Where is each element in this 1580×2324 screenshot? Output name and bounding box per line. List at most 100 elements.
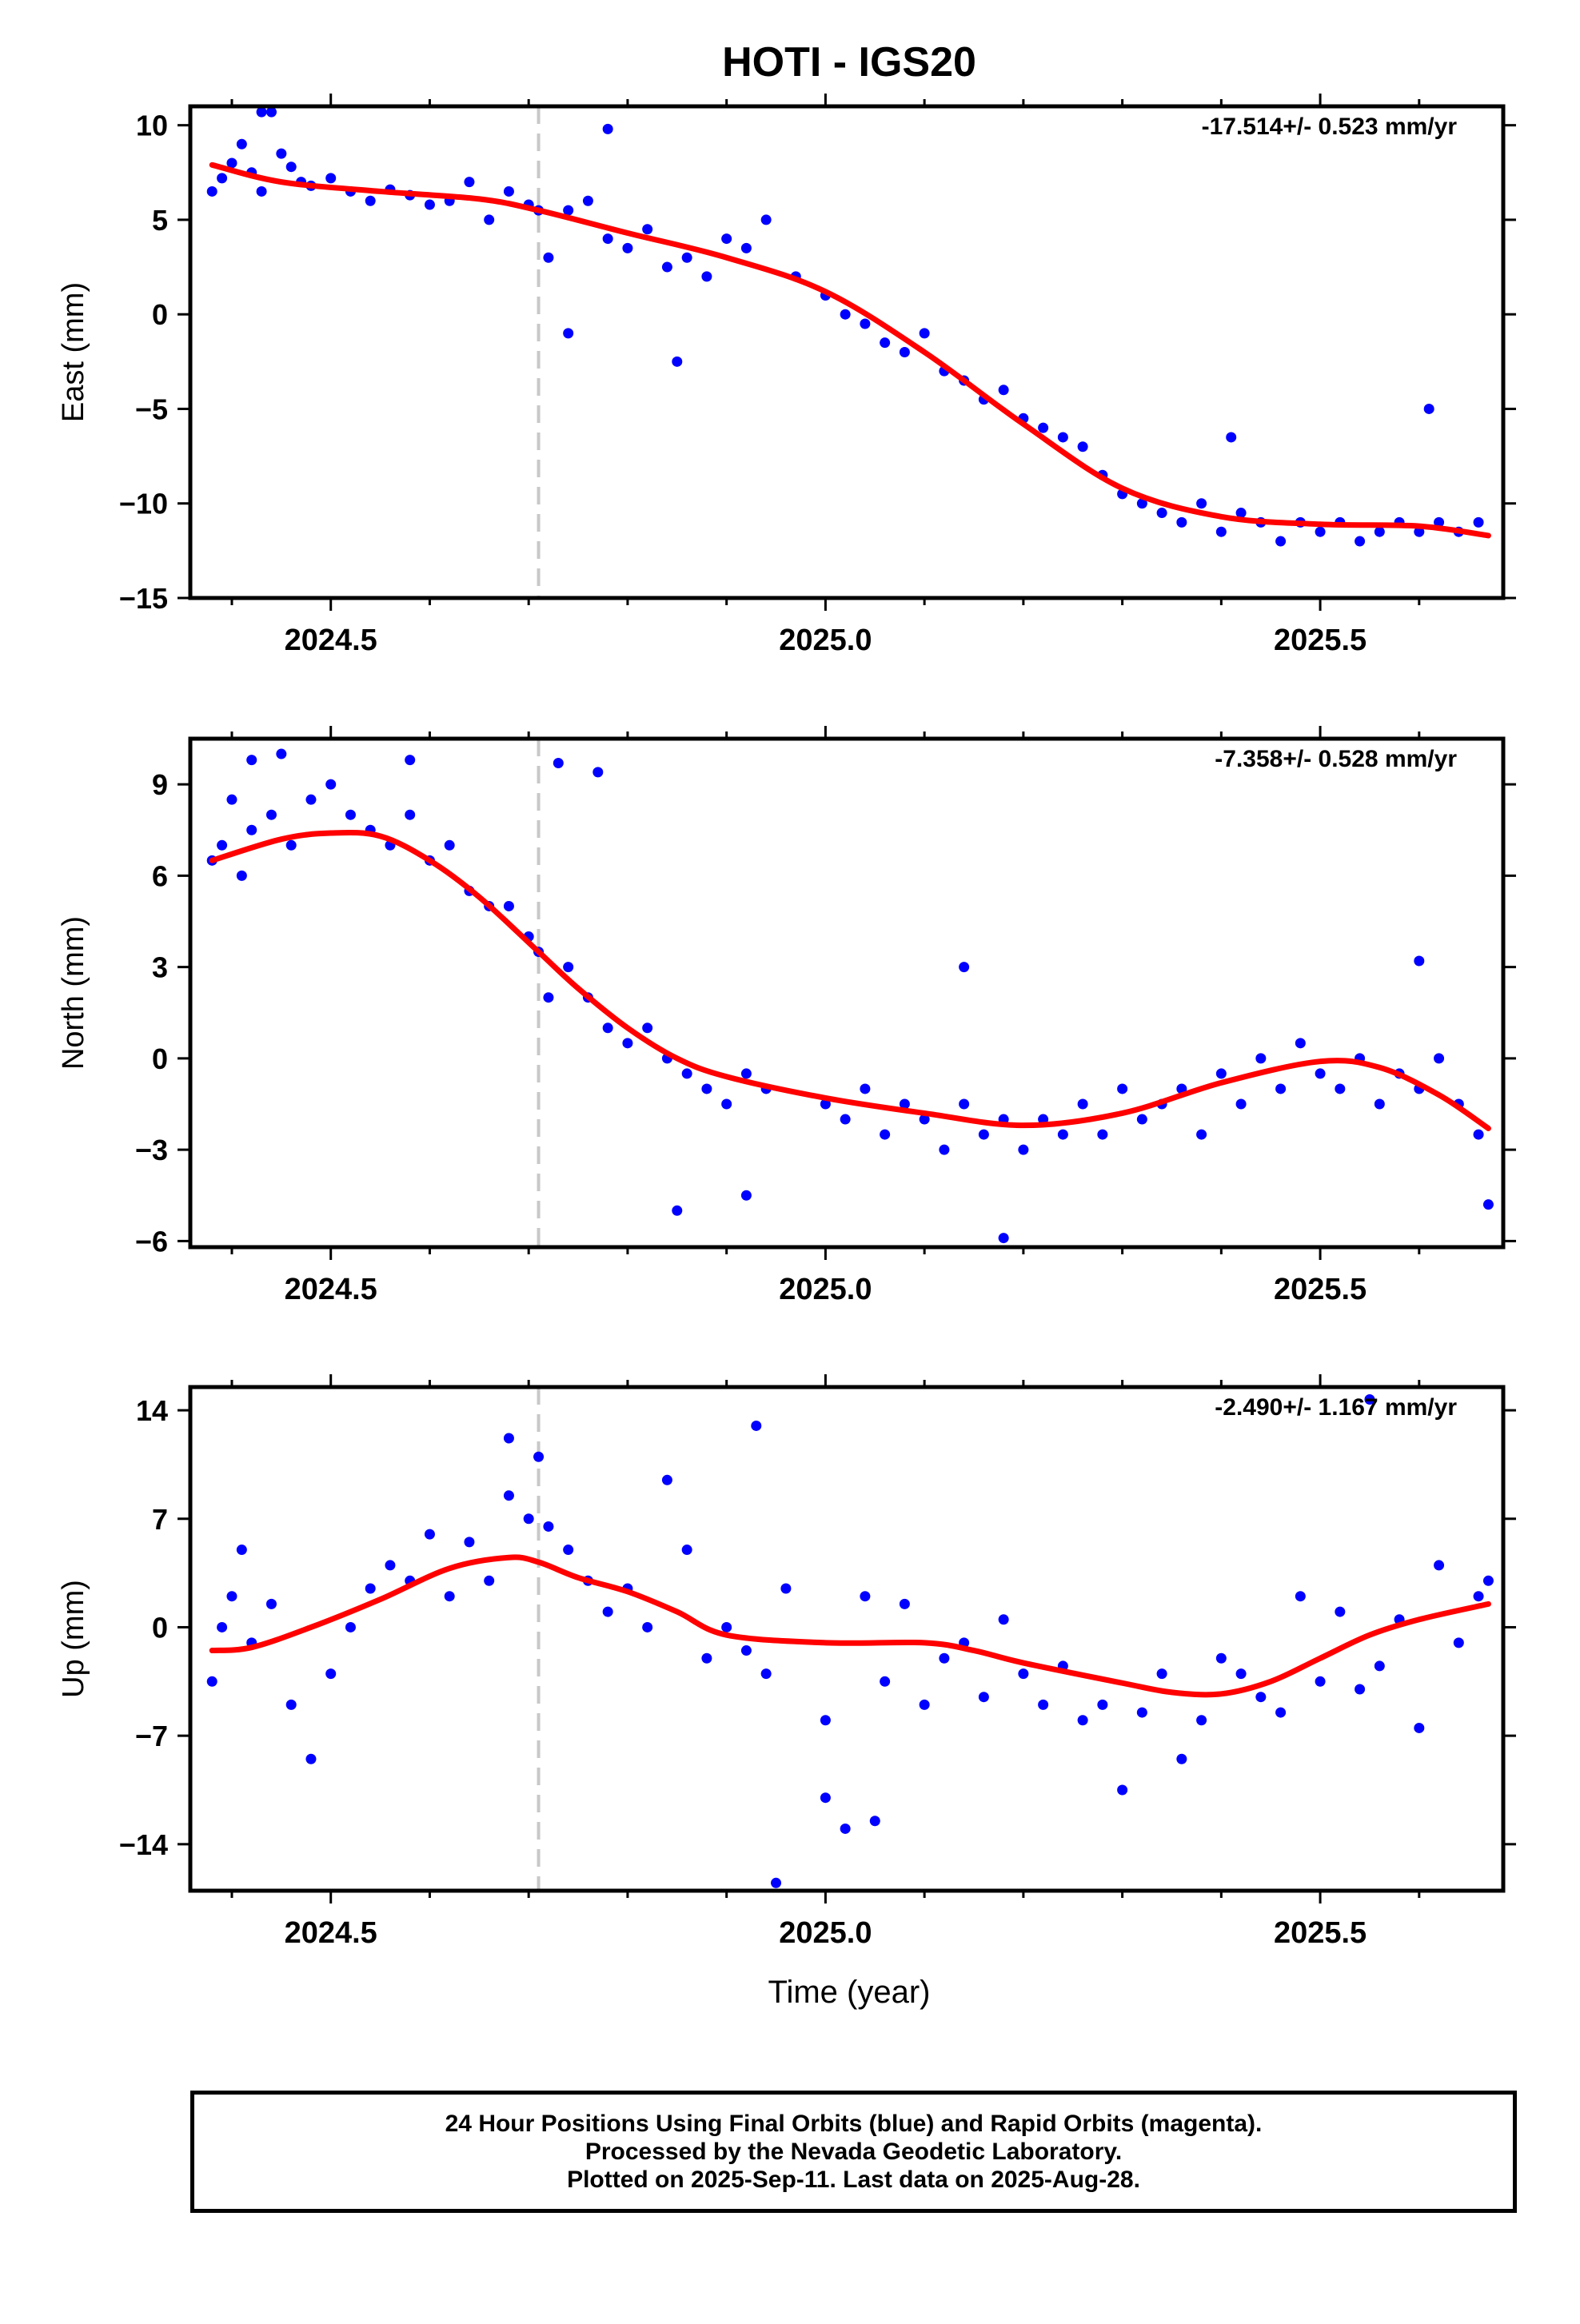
data-point: [1434, 1560, 1445, 1571]
data-point: [820, 1715, 831, 1726]
data-point: [701, 271, 712, 282]
data-point: [998, 1233, 1009, 1244]
data-point: [1077, 1098, 1088, 1110]
data-point: [563, 205, 574, 216]
data-point: [305, 794, 317, 805]
data-point: [602, 1022, 613, 1034]
data-point: [276, 748, 287, 759]
y-tick-label: −14: [119, 1828, 168, 1861]
data-point: [464, 177, 475, 188]
data-point: [325, 1668, 337, 1680]
data-point: [1156, 508, 1167, 519]
data-point: [642, 1022, 653, 1034]
y-tick-label: 9: [152, 768, 168, 801]
data-point: [701, 1083, 712, 1094]
data-point: [998, 385, 1009, 396]
fit-curve: [209, 1554, 1491, 1698]
data-point: [503, 900, 514, 911]
data-point: [1335, 1606, 1346, 1617]
data-point: [1473, 1591, 1484, 1602]
data-point: [1215, 526, 1227, 537]
data-point: [226, 794, 237, 805]
data-point: [226, 1591, 237, 1602]
data-point: [582, 195, 593, 206]
data-point: [592, 767, 604, 778]
data-point: [444, 1591, 455, 1602]
data-point: [1215, 1068, 1227, 1079]
chart-title: HOTI - IGS20: [722, 39, 976, 86]
data-point: [760, 1668, 772, 1680]
x-tick-label: 2025.5: [1274, 1273, 1367, 1306]
data-point: [265, 809, 277, 820]
panel-east: 2024.5 2025.0 2025.5 −15 −10 −5 0 5 10 East (mm) -…: [57, 94, 1516, 657]
data-point: [978, 1129, 989, 1140]
data-point: [622, 1038, 633, 1049]
data-point: [1235, 508, 1247, 519]
data-point: [206, 185, 217, 197]
data-point: [484, 1575, 495, 1586]
data-point: [523, 1513, 534, 1525]
data-point: [1295, 1591, 1306, 1602]
panels-group: 2024.5 2025.0 2025.5 −15 −10 −5 0 5 10 East (mm) -…: [57, 94, 1516, 1950]
panel-up: 2024.5 2025.0 2025.5 −14 −7 0 7 14 Up (mm) -2.490…: [57, 1374, 1516, 1950]
data-point: [880, 1129, 891, 1140]
velocity-annotation: -2.490+/- 1.167 mm/yr: [1215, 1394, 1457, 1421]
data-point: [1215, 1652, 1227, 1664]
data-point: [820, 1098, 831, 1110]
data-point: [563, 1545, 574, 1556]
velocity-annotation: -17.514+/- 0.523 mm/yr: [1202, 114, 1458, 140]
data-point: [1482, 1199, 1494, 1210]
data-point: [869, 1816, 880, 1827]
data-point: [226, 157, 237, 169]
data-point: [1097, 1129, 1108, 1140]
y-tick-label: 5: [152, 204, 168, 237]
data-point: [1196, 1129, 1207, 1140]
data-point: [405, 755, 416, 766]
data-point: [919, 328, 930, 339]
data-point: [1196, 498, 1207, 509]
data-point: [236, 1545, 247, 1556]
data-point: [1434, 516, 1445, 528]
data-point: [721, 1098, 732, 1110]
data-point: [285, 161, 297, 173]
y-tick-label: 0: [152, 1042, 168, 1075]
x-tick-label: 2024.5: [285, 624, 377, 657]
data-point: [771, 1877, 782, 1888]
y-axis-label: North (mm): [57, 916, 90, 1070]
data-point: [206, 1676, 217, 1687]
y-tick-label: −7: [135, 1720, 168, 1752]
plot-frame: [188, 104, 1506, 600]
y-tick-label: −10: [119, 488, 168, 520]
data-point: [503, 1490, 514, 1501]
data-point: [424, 1529, 435, 1540]
data-point: [484, 214, 495, 225]
y-axis-label: East (mm): [57, 282, 90, 422]
y-tick-label: −6: [135, 1225, 168, 1258]
data-point: [681, 252, 692, 263]
data-point: [265, 106, 277, 118]
data-point: [1355, 1684, 1366, 1695]
data-point: [780, 1583, 792, 1594]
data-point: [265, 1598, 277, 1609]
data-point: [533, 1451, 545, 1462]
data-point: [1255, 1053, 1267, 1064]
data-point: [681, 1545, 692, 1556]
data-point: [276, 148, 287, 159]
data-point: [1018, 1144, 1029, 1155]
data-point: [1414, 955, 1425, 967]
data-point: [464, 1537, 475, 1548]
data-point: [751, 1420, 762, 1431]
data-point: [1315, 1068, 1326, 1079]
data-point: [860, 318, 871, 329]
data-point: [1038, 1699, 1049, 1710]
data-point: [1018, 1668, 1029, 1680]
data-point: [998, 1614, 1009, 1625]
data-point: [622, 242, 633, 253]
data-point: [563, 328, 574, 339]
data-point: [1235, 1098, 1247, 1110]
data-point: [1423, 403, 1434, 414]
data-point: [840, 1823, 851, 1834]
x-tick-label: 2024.5: [285, 1916, 377, 1950]
y-tick-label: −5: [135, 393, 168, 425]
x-tick-label: 2025.0: [779, 1273, 872, 1306]
